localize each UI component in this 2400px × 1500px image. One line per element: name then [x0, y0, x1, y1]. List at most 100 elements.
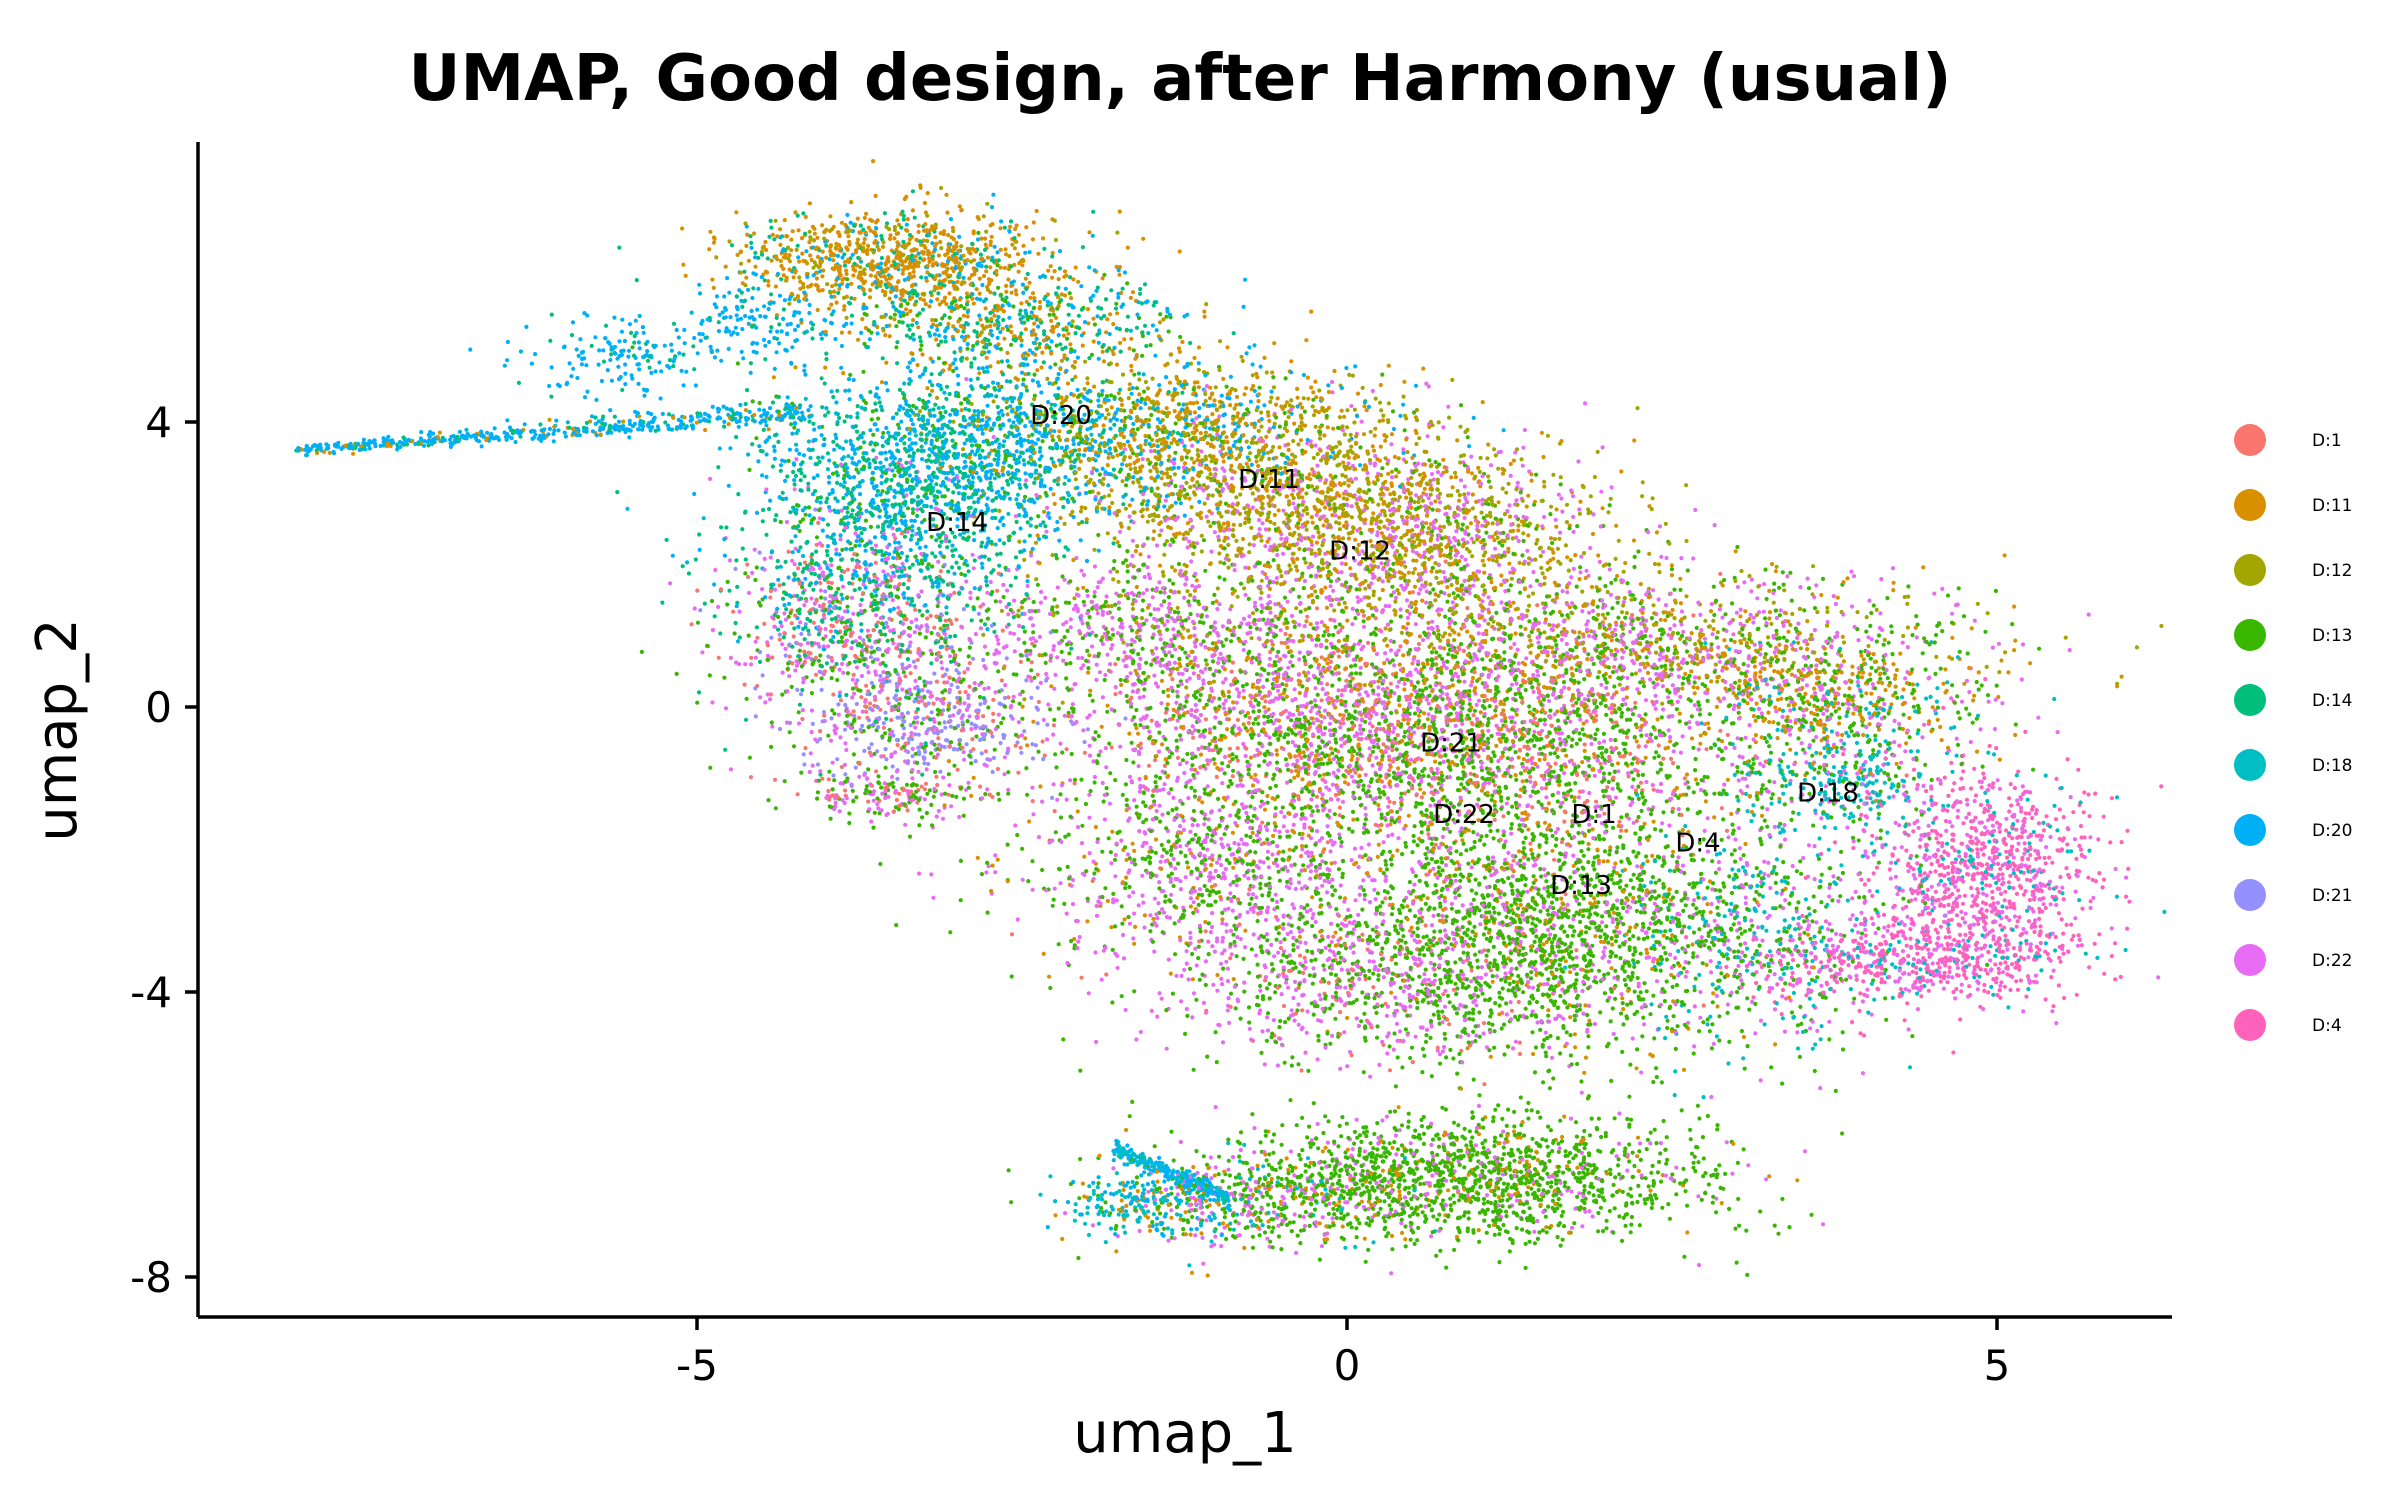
scatter-point	[737, 609, 742, 614]
scatter-point	[1973, 793, 1979, 798]
scatter-point	[1572, 929, 1577, 934]
scatter-point	[1153, 780, 1158, 785]
scatter-point	[789, 422, 794, 427]
scatter-point	[911, 659, 917, 664]
scatter-point	[1937, 965, 1942, 970]
scatter-point	[1980, 764, 1985, 769]
scatter-point	[808, 404, 813, 409]
scatter-point	[1660, 701, 1665, 706]
scatter-point	[1658, 1141, 1663, 1146]
scatter-point	[1906, 953, 1911, 959]
scatter-point	[1307, 1223, 1312, 1228]
scatter-point	[1653, 650, 1659, 655]
scatter-point	[1584, 568, 1589, 573]
scatter-point	[1809, 977, 1815, 983]
scatter-point	[743, 408, 749, 413]
scatter-point	[1325, 1140, 1330, 1145]
scatter-point	[1922, 871, 1927, 876]
scatter-point	[1923, 901, 1928, 906]
scatter-point	[2113, 977, 2118, 982]
scatter-point	[1365, 470, 1370, 476]
scatter-point	[1488, 514, 1493, 519]
scatter-point	[1362, 822, 1367, 827]
scatter-point	[623, 371, 628, 376]
scatter-point	[1286, 447, 1291, 453]
scatter-point	[1111, 1166, 1116, 1171]
scatter-point	[1961, 821, 1966, 826]
scatter-point	[1373, 396, 1378, 401]
scatter-point	[1746, 663, 1751, 668]
scatter-point	[1165, 619, 1170, 624]
scatter-point	[1403, 553, 1408, 558]
scatter-point	[1911, 704, 1916, 709]
scatter-point	[1433, 842, 1438, 847]
scatter-point	[1850, 896, 1855, 901]
scatter-point	[828, 214, 833, 219]
scatter-point	[1302, 655, 1307, 660]
scatter-point	[1418, 1203, 1423, 1209]
scatter-point	[1604, 1218, 1609, 1223]
scatter-point	[995, 857, 1000, 862]
scatter-point	[1330, 884, 1335, 889]
scatter-point	[1775, 736, 1780, 741]
scatter-point	[844, 439, 849, 444]
scatter-point	[836, 702, 841, 707]
scatter-point	[1596, 968, 1602, 973]
scatter-point	[1201, 402, 1206, 407]
scatter-point	[1507, 1249, 1512, 1254]
scatter-point	[1398, 985, 1403, 990]
scatter-point	[2043, 905, 2048, 911]
scatter-point	[1235, 594, 1240, 599]
scatter-point	[1950, 611, 1955, 616]
scatter-point	[704, 335, 709, 340]
scatter-point	[1651, 819, 1656, 824]
scatter-point	[1741, 1034, 1746, 1040]
scatter-point	[1160, 570, 1166, 575]
scatter-point	[1483, 926, 1488, 931]
scatter-point	[1509, 826, 1514, 831]
scatter-point	[1482, 563, 1487, 568]
scatter-point	[1524, 656, 1529, 661]
scatter-point	[864, 683, 869, 688]
scatter-point	[1414, 441, 1419, 447]
scatter-point	[1969, 626, 1974, 631]
scatter-point	[1441, 457, 1446, 462]
scatter-point	[1264, 932, 1270, 937]
scatter-point	[1001, 541, 1007, 546]
scatter-point	[1453, 723, 1458, 729]
scatter-point	[1076, 939, 1081, 944]
scatter-point	[2021, 927, 2026, 932]
scatter-point	[1574, 948, 1579, 953]
scatter-point	[1127, 921, 1133, 926]
scatter-point	[1542, 630, 1547, 635]
scatter-point	[1615, 600, 1620, 605]
scatter-point	[1347, 763, 1353, 768]
scatter-point	[1070, 702, 1075, 707]
scatter-point	[1029, 660, 1034, 665]
scatter-point	[1464, 848, 1469, 853]
scatter-point	[1559, 967, 1564, 972]
scatter-point	[1980, 886, 1985, 891]
scatter-point	[1767, 616, 1772, 621]
scatter-point	[1581, 913, 1586, 919]
scatter-point	[1348, 432, 1353, 437]
scatter-point	[1438, 688, 1443, 693]
scatter-point	[1593, 934, 1598, 939]
scatter-point	[1814, 750, 1819, 756]
scatter-point	[1549, 1180, 1554, 1185]
scatter-point	[1487, 704, 1492, 709]
scatter-point	[2002, 553, 2007, 558]
scatter-point	[1511, 1046, 1516, 1051]
scatter-point	[1063, 345, 1068, 350]
scatter-point	[1602, 939, 1607, 945]
scatter-point	[1988, 968, 1993, 973]
scatter-point	[1132, 639, 1137, 644]
scatter-point	[1645, 859, 1650, 864]
scatter-point	[1491, 1119, 1496, 1124]
scatter-point	[1481, 1196, 1487, 1202]
scatter-point	[915, 657, 920, 663]
scatter-point	[1158, 312, 1163, 317]
scatter-point	[1266, 1224, 1271, 1230]
scatter-point	[859, 531, 864, 536]
scatter-point	[1528, 650, 1533, 655]
